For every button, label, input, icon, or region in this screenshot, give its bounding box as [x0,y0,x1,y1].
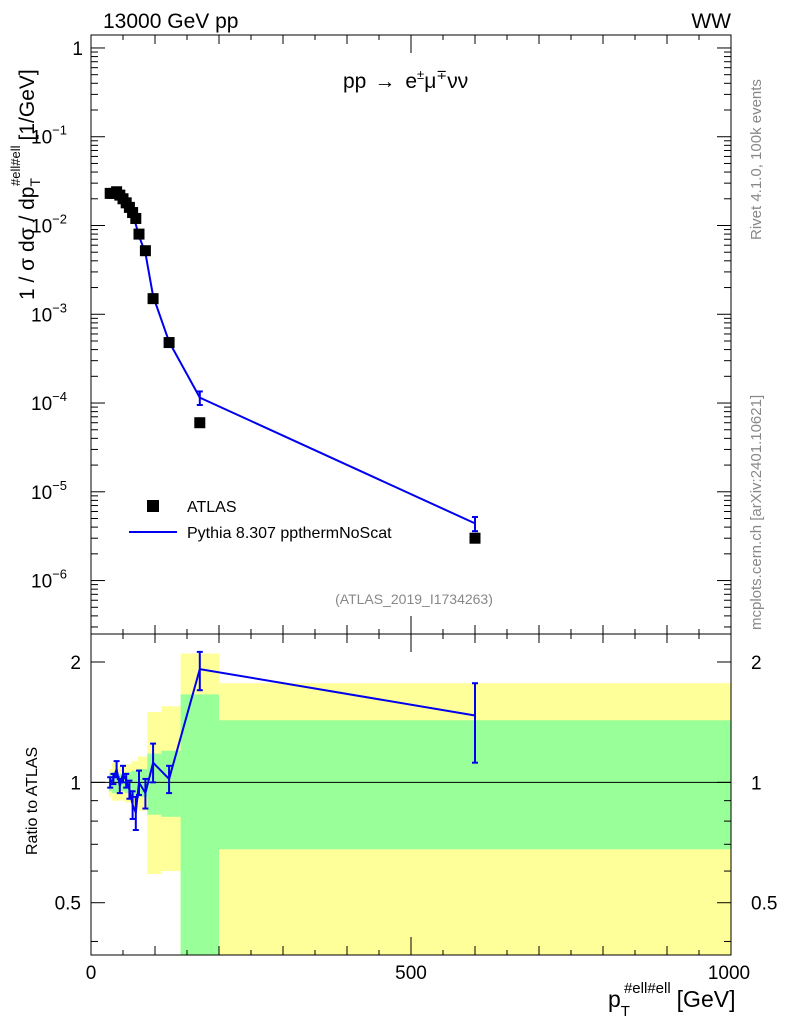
process-muon: μ [424,70,436,93]
atlas-data-point [133,228,145,240]
x-tick-label: 1000 [708,963,750,984]
main-plot-panel: 1 10−1 10−2 10−3 10−4 10−5 10−6 pp → e±μ∓νν ATLA… [8,34,732,635]
source-label: mcplots.cern.ch [arXiv:2401.10621] [748,395,765,630]
process-title: pp → e±μ∓νν [343,67,468,93]
version-label: Rivet 4.1.0, 100k events [748,79,765,240]
ratio-uncertainty-band-inner [137,768,148,797]
x-tick-label: 0 [86,963,97,984]
main-y-tick-label: 10−3 [31,300,67,326]
main-y-tick-label: 10−2 [31,212,67,238]
process-electron: e [405,70,417,93]
main-plot-frame [90,34,732,635]
atlas-data-point [469,532,481,544]
legend-pythia-label: Pythia 8.307 ppthermNoScat [187,525,392,542]
ratio-y-tick-label-left: 2 [70,653,81,674]
atlas-data-point [139,245,151,257]
process-prefix: pp [343,70,366,93]
analysis-id: (ATLAS_2019_I1734263) [335,591,493,607]
atlas-data-point [163,337,175,349]
ratio-y-tick-label-left: 0.5 [55,894,81,915]
ratio-plot-panel: 0.5 0.5 1 1 2 2 0 500 1000 Ratio to ATLAS [24,633,777,984]
process-muon-charge: ∓ [436,67,447,82]
legend: ATLAS Pythia 8.307 ppthermNoScat [129,499,392,542]
main-y-tick-label: 10−5 [31,478,67,504]
ratio-y-tick-label-right: 2 [751,653,762,674]
header-right: WW [691,10,731,33]
x-tick-label: 500 [395,963,427,984]
legend-atlas-label: ATLAS [187,499,237,516]
main-ylabel-unit: [1/GeV] [16,69,39,140]
x-axis-label: pT #ell#ell [GeV] [608,980,735,1020]
main-y-tick-label: 10−4 [31,389,67,415]
main-y-tick-label: 1 [72,39,83,60]
pythia-line [109,188,476,525]
ratio-y-tick-label-right: 1 [751,773,762,794]
atlas-data-point [194,417,206,429]
main-y-tick-label: 10−6 [31,567,67,593]
ratio-y-axis-label: Ratio to ATLAS [24,747,41,855]
process-neutrinos: νν [447,70,468,93]
ratio-y-tick-label-left: 1 [70,773,81,794]
xlabel-sup: #ell#ell [624,980,671,997]
main-ylabel-prefix: 1 / σ dσ / dp [16,187,39,300]
main-y-axis-label: 1 / σ dσ / dpT #ell#ell [1/GeV] [8,69,43,300]
main-y-tick-label: 10−1 [31,123,67,149]
legend-atlas-marker [147,500,159,512]
xlabel-sub: T [621,1003,630,1020]
ratio-y-tick-label-right: 0.5 [751,894,777,915]
ratio-uncertainty-band-inner [180,694,219,955]
atlas-data-point [147,293,159,305]
ratio-uncertainty-band-inner [161,750,181,817]
main-ylabel-sup: #ell#ell [8,145,23,186]
process-arrow: → [374,70,395,93]
process-electron-charge: ± [417,67,424,82]
atlas-data-point [130,212,142,224]
xlabel-unit: [GeV] [677,986,736,1012]
xlabel-main: p [608,986,621,1012]
main-ylabel-sub: T [27,178,43,187]
header-left: 13000 GeV pp [103,10,238,33]
atlas-data-point [127,207,139,219]
